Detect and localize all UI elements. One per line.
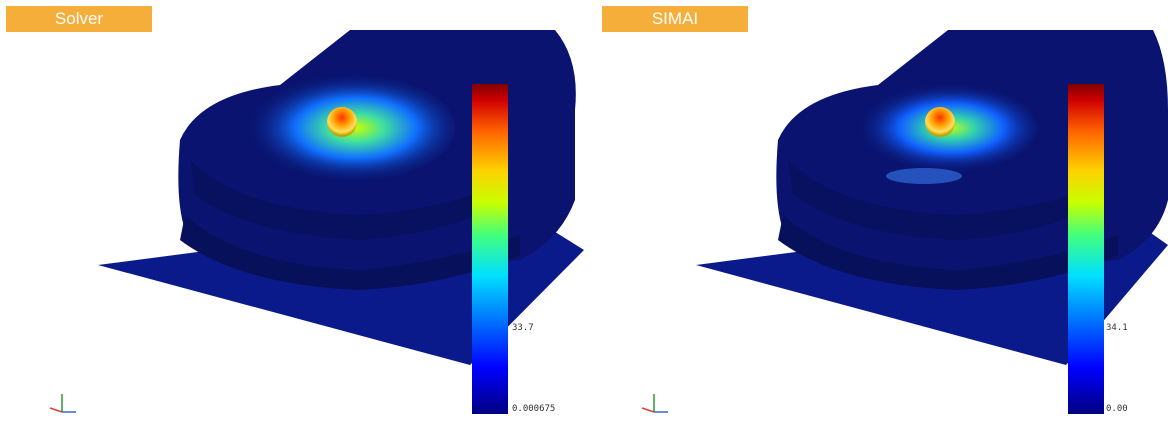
car-bumper bbox=[778, 215, 1118, 290]
colorbar-min-label: 0.00 bbox=[1106, 404, 1128, 414]
intake-highlight bbox=[886, 168, 962, 184]
colorbar bbox=[472, 84, 508, 414]
car-bumper bbox=[180, 215, 520, 290]
solver-panel: Solver 33.7 0.000675 bbox=[6, 6, 584, 414]
colorbar-min-label: 0.000675 bbox=[512, 404, 556, 414]
sphere bbox=[327, 107, 357, 137]
colorbar-mid-label: 33.7 bbox=[512, 323, 534, 333]
axis-triad-icon bbox=[49, 394, 76, 413]
car-grille bbox=[190, 160, 500, 240]
axis-triad-icon bbox=[641, 394, 668, 413]
colorbar-mid-label: 34.1 bbox=[1106, 323, 1128, 333]
sphere bbox=[925, 107, 955, 137]
panel-title: SIMAI bbox=[602, 6, 748, 32]
car-grille bbox=[788, 160, 1098, 240]
panel-title: Solver bbox=[6, 6, 152, 32]
simai-panel: SIMAI 34.1 0.00 bbox=[584, 0, 1168, 421]
colorbar bbox=[1068, 84, 1104, 414]
